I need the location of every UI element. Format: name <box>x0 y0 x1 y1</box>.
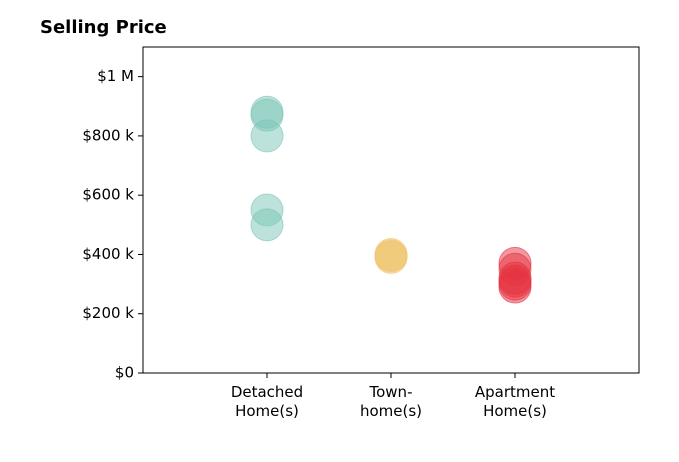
x-tick-label-line: Home(s) <box>235 402 299 420</box>
y-tick-label: $200 k <box>82 304 134 322</box>
x-tick-label: Town-home(s) <box>360 383 422 420</box>
x-tick-label-line: home(s) <box>360 402 422 420</box>
plot-frame <box>142 46 640 374</box>
y-tick-label: $400 k <box>82 245 134 263</box>
point <box>250 208 284 242</box>
y-tick-label: $1 M <box>97 67 134 85</box>
x-tick-label: Apartment Home(s) <box>475 383 555 420</box>
y-tick-label: $800 k <box>82 126 134 144</box>
point <box>374 239 408 273</box>
point <box>498 270 532 304</box>
y-tick-label: $600 k <box>82 186 134 204</box>
y-tick-label: $0 <box>115 364 134 382</box>
point <box>250 119 284 153</box>
chart-title: Selling Price <box>40 17 167 38</box>
x-tick-label-line: Home(s) <box>483 402 547 420</box>
x-tick-label: Detached Home(s) <box>231 383 303 420</box>
x-tick-label-line: Town- <box>369 383 413 401</box>
x-tick-label-line: Detached <box>231 383 303 401</box>
x-tick-label-line: Apartment <box>475 383 555 401</box>
